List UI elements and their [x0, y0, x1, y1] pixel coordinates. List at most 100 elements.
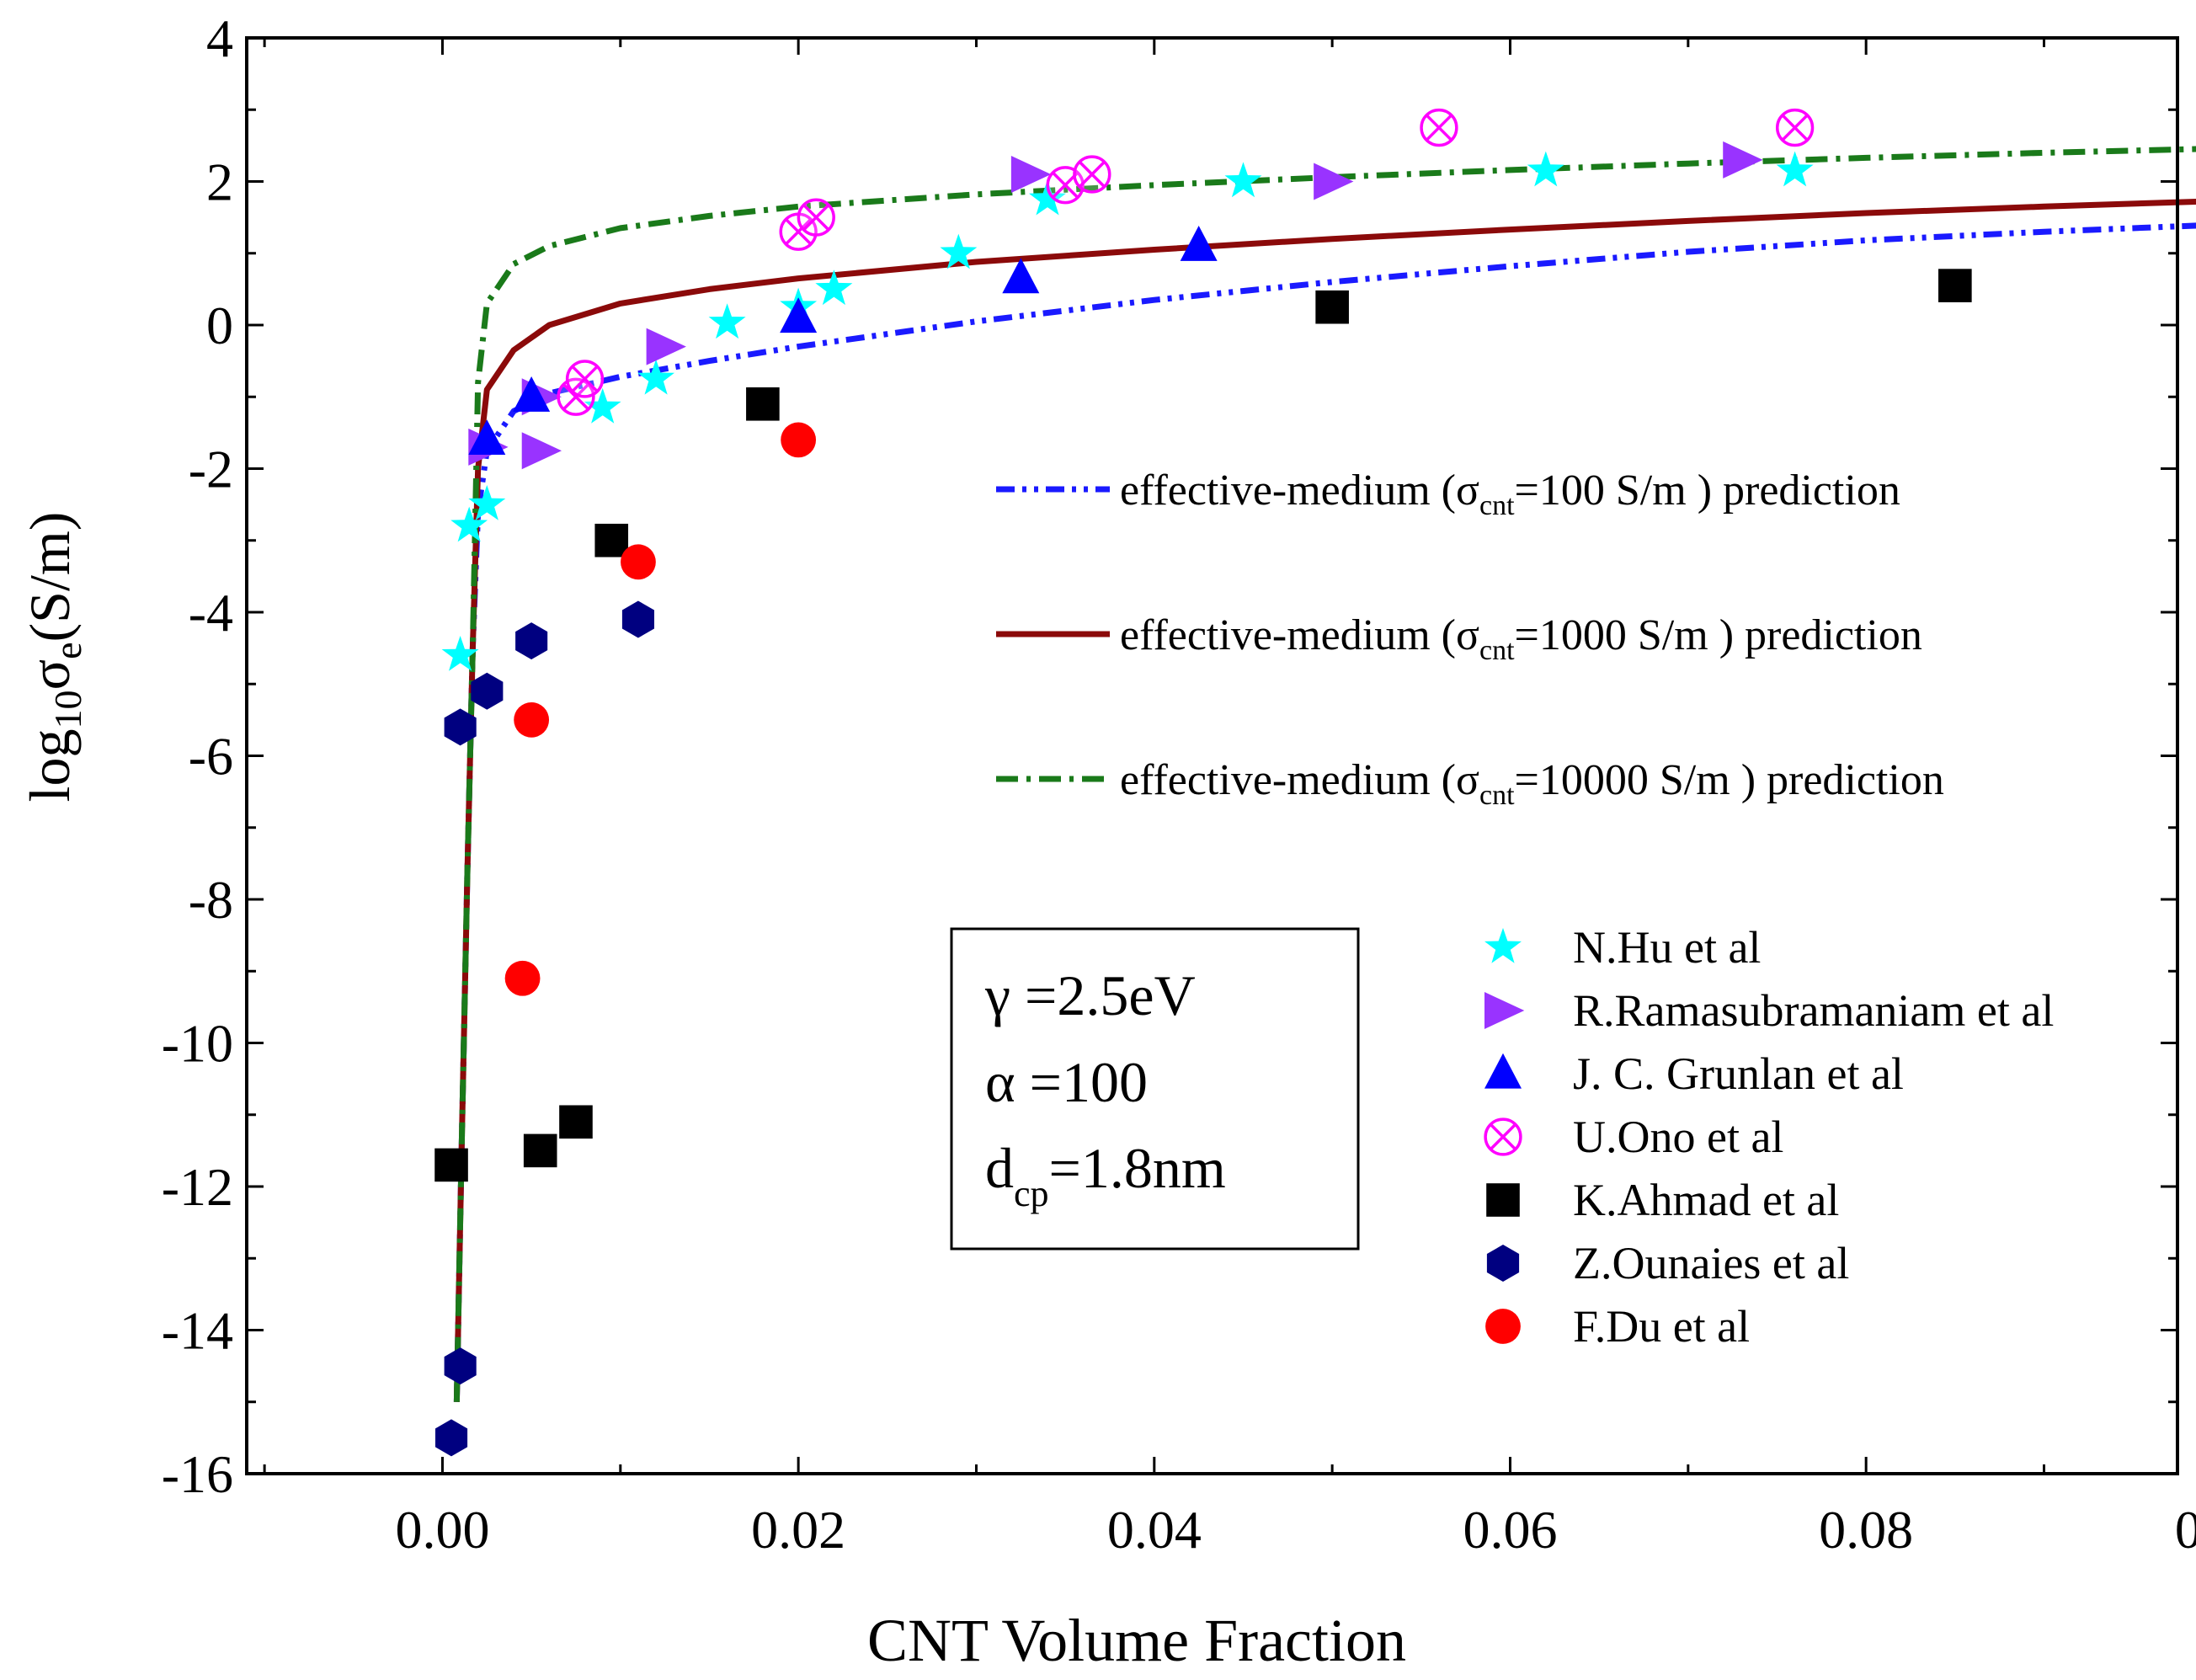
hexagon-shape: [515, 622, 548, 660]
triangle-right-shape: [646, 328, 686, 365]
triangle-up-shape: [468, 419, 506, 455]
legend-line-text: effective-medium (σ: [1120, 611, 1479, 659]
triangle-right-shape: [1484, 992, 1525, 1029]
legend-marker-z-ounaies-et-al: [1486, 1245, 1520, 1282]
x-axis-label: CNT Volume Fraction: [867, 1607, 1406, 1674]
point-z-ounaies-et-al: [435, 1419, 468, 1457]
point-k-ahmad-et-al: [523, 1133, 557, 1168]
point-r-ramasubramaniam-et-al: [1314, 163, 1354, 200]
point-k-ahmad-et-al: [1315, 290, 1349, 324]
square-shape: [594, 523, 629, 557]
legend-marker-k-ahmad-et-al: [1486, 1183, 1520, 1217]
legend-label-k-ahmad-et-al: K.Ahmad et al: [1573, 1175, 1839, 1225]
legend-line-label: effective-medium (σcnt=1000 S/m ) predic…: [1120, 611, 1922, 666]
marker-legend: N.Hu et al R.Ramasubramaniam et al J. C. G…: [1484, 922, 2054, 1352]
hexagon-shape: [1486, 1245, 1520, 1282]
point-k-ahmad-et-al: [434, 1148, 468, 1182]
parameter-box-frame: [950, 927, 1360, 1251]
triangle-right-shape: [1723, 141, 1763, 179]
circle-x-cross: [1781, 114, 1809, 141]
point-n-hu-et-al: [708, 303, 746, 339]
point-n-hu-et-al: [637, 359, 674, 395]
square-shape: [1315, 290, 1349, 324]
triangle-up-shape: [1180, 226, 1218, 261]
point-n-hu-et-al: [441, 636, 479, 671]
square-shape: [746, 387, 780, 421]
point-n-hu-et-al: [584, 387, 621, 424]
line-legend: effective-medium (σcnt=100 S/m ) predict…: [996, 467, 1944, 811]
legend-label-r-ramasubramaniam-et-al: R.Ramasubramaniam et al: [1573, 985, 2054, 1036]
legend-line-text: effective-medium (σ: [1120, 467, 1479, 515]
circle-x-cross: [1078, 160, 1106, 188]
circle-shape: [1485, 1309, 1521, 1344]
triangle-up-shape: [1002, 258, 1040, 294]
point-n-hu-et-al: [468, 485, 506, 520]
y-label-sigma: σ: [18, 659, 82, 691]
point-u-ono-et-al: [1073, 155, 1111, 194]
point-z-ounaies-et-al: [471, 672, 504, 710]
point-r-ramasubramaniam-et-al: [646, 328, 686, 365]
y-tick-label: -10: [162, 1014, 233, 1074]
legend-line-label: effective-medium (σcnt=10000 S/m ) predi…: [1120, 756, 1944, 811]
point-u-ono-et-al: [797, 198, 835, 237]
circle-shape: [514, 701, 550, 738]
point-u-ono-et-al: [1420, 108, 1458, 147]
star-marker-shape: [940, 233, 978, 269]
star-marker-shape: [450, 506, 488, 542]
legend-line-subscript: cnt: [1479, 780, 1515, 811]
axis-ticks: [247, 36, 2177, 1475]
point-n-hu-et-al: [815, 269, 853, 306]
star-marker-shape: [815, 269, 853, 306]
data-markers: [434, 108, 1972, 1457]
legend-line-text-rest: =1000 S/m ) prediction: [1515, 611, 1922, 659]
x-tick-label: 0.00: [395, 1500, 489, 1560]
point-n-hu-et-al: [450, 506, 488, 542]
dcp-base: d: [985, 1136, 1014, 1200]
triangle-up-shape: [780, 297, 818, 333]
line-effective-medium-cnt-10000-s-m-prediction: [453, 146, 2196, 1402]
point-r-ramasubramaniam-et-al: [1010, 155, 1052, 193]
circle-x-cross: [1425, 114, 1452, 141]
square-shape: [523, 1133, 557, 1168]
star-marker-shape: [637, 359, 674, 395]
star-marker-shape: [1527, 151, 1564, 187]
x-tick-label: 0.10: [2175, 1500, 2196, 1560]
dcp-number: =1.8nm: [1049, 1136, 1226, 1200]
point-z-ounaies-et-al: [621, 600, 654, 638]
point-n-hu-et-al: [1527, 151, 1564, 187]
point-r-ramasubramaniam-et-al: [1723, 141, 1763, 179]
point-k-ahmad-et-al: [594, 523, 629, 557]
legend-marker-u-ono-et-al: [1484, 1117, 1522, 1156]
legend-marker-j-c-grunlan-et-al: [1484, 1053, 1522, 1089]
point-u-ono-et-al: [557, 377, 595, 416]
triangle-right-shape: [1010, 155, 1052, 193]
dcp-subscript: cp: [1014, 1173, 1049, 1214]
point-u-ono-et-al: [1775, 108, 1815, 147]
legend-label-f-du-et-al: F.Du et al: [1573, 1301, 1750, 1352]
circle-shape: [621, 544, 656, 580]
dcp-value: dcp=1.8nm: [985, 1136, 1226, 1214]
circle-x-cross: [562, 383, 589, 411]
star-marker-shape: [1484, 927, 1522, 963]
hexagon-shape: [444, 1347, 477, 1385]
x-tick-label: 0.06: [1463, 1500, 1557, 1560]
point-f-du-et-al: [504, 960, 541, 996]
point-j-c-grunlan-et-al: [468, 419, 506, 455]
point-k-ahmad-et-al: [1938, 269, 1972, 302]
legend-line-subscript: cnt: [1479, 635, 1515, 666]
y-tick-label: -4: [189, 583, 233, 643]
legend-line-subscript: cnt: [1479, 490, 1515, 521]
y-label-sub-10: 10: [46, 691, 89, 729]
point-j-c-grunlan-et-al: [513, 376, 551, 412]
point-f-du-et-al: [621, 544, 656, 580]
point-n-hu-et-al: [1776, 151, 1814, 187]
star-marker-shape: [441, 636, 479, 671]
square-shape: [434, 1148, 468, 1182]
point-z-ounaies-et-al: [444, 708, 477, 746]
point-f-du-et-al: [781, 422, 817, 458]
point-n-hu-et-al: [1029, 179, 1066, 216]
triangle-up-shape: [1484, 1053, 1522, 1089]
y-label-log: log: [18, 729, 82, 803]
hexagon-shape: [444, 708, 477, 746]
legend-label-j-c-grunlan-et-al: J. C. Grunlan et al: [1573, 1048, 1904, 1099]
